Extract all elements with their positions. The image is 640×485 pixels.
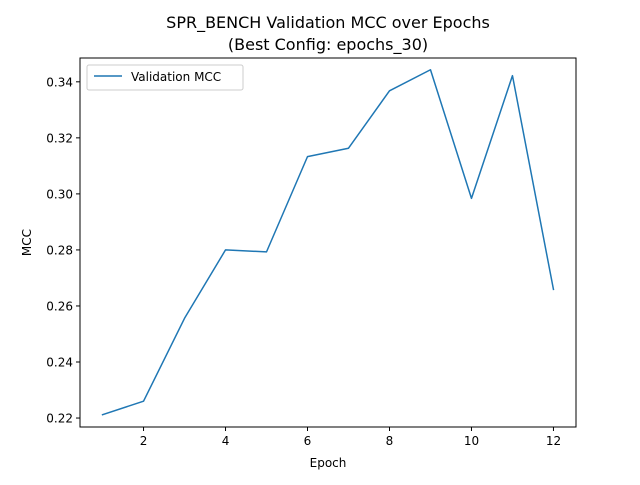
y-tick-label: 0.34 [46,75,73,89]
y-axis-label: MCC [20,229,34,256]
x-tick-label: 12 [546,434,561,448]
y-tick-label: 0.22 [46,412,73,426]
x-tick-label: 2 [140,434,148,448]
y-tick-label: 0.30 [46,187,73,201]
x-tick-label: 6 [304,434,312,448]
y-tick-label: 0.24 [46,355,73,369]
y-tick-label: 0.28 [46,243,73,257]
chart-title: SPR_BENCH Validation MCC over Epochs [166,13,490,33]
x-axis-label: Epoch [310,456,347,470]
legend: Validation MCC [87,65,243,90]
x-tick-label: 8 [386,434,394,448]
x-tick-label: 10 [464,434,479,448]
legend-label: Validation MCC [131,70,221,84]
y-tick-label: 0.26 [46,299,73,313]
chart-subtitle: (Best Config: epochs_30) [228,35,428,55]
x-tick-label: 4 [222,434,230,448]
y-tick-label: 0.32 [46,131,73,145]
